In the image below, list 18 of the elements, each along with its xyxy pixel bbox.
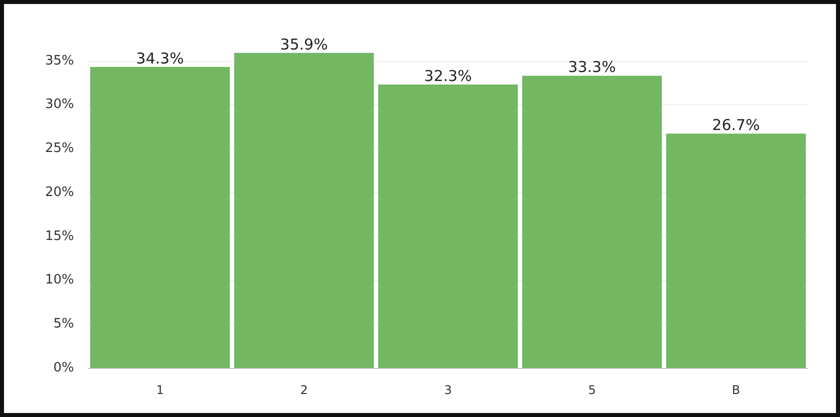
x-tick-label: B bbox=[732, 383, 740, 397]
data-label: 35.9% bbox=[280, 35, 328, 54]
y-tick-label: 10% bbox=[45, 272, 74, 288]
data-label: 34.3% bbox=[136, 49, 184, 68]
y-tick-label: 20% bbox=[45, 184, 74, 200]
x-tick-label: 1 bbox=[156, 383, 164, 397]
x-tick-label: 2 bbox=[300, 383, 308, 397]
y-tick-label: 15% bbox=[45, 228, 74, 244]
y-tick-label: 5% bbox=[53, 316, 74, 332]
x-tick-label: 5 bbox=[588, 383, 596, 397]
data-label: 26.7% bbox=[712, 116, 760, 134]
y-tick-label: 35% bbox=[45, 53, 74, 68]
y-tick-label: 30% bbox=[45, 97, 74, 112]
y-tick-label: 0% bbox=[53, 360, 74, 376]
y-tick-label: 25% bbox=[45, 141, 74, 156]
x-tick-label: 3 bbox=[444, 383, 452, 397]
data-label: 33.3% bbox=[568, 58, 616, 76]
data-label: 32.3% bbox=[424, 66, 472, 85]
